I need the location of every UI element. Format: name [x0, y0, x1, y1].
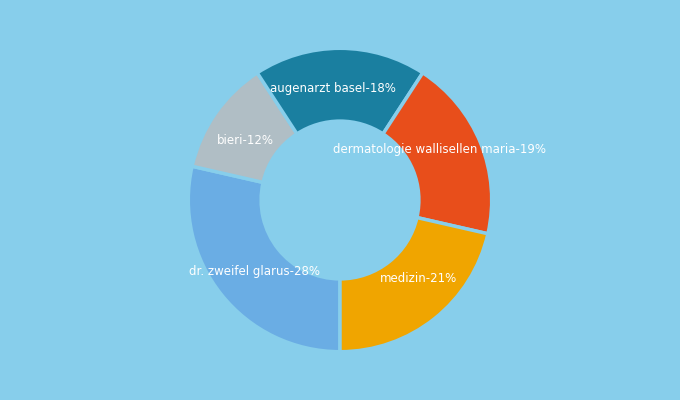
Text: dermatologie wallisellen maria-19%: dermatologie wallisellen maria-19% [333, 143, 546, 156]
Text: augenarzt basel-18%: augenarzt basel-18% [270, 82, 396, 95]
Wedge shape [383, 73, 492, 234]
Text: dr. zweifel glarus-28%: dr. zweifel glarus-28% [188, 264, 320, 278]
Text: bieri-12%: bieri-12% [218, 134, 274, 147]
Wedge shape [188, 166, 340, 352]
Text: medizin-21%: medizin-21% [380, 272, 458, 285]
Wedge shape [257, 48, 423, 134]
Wedge shape [340, 218, 488, 352]
Wedge shape [192, 73, 297, 182]
